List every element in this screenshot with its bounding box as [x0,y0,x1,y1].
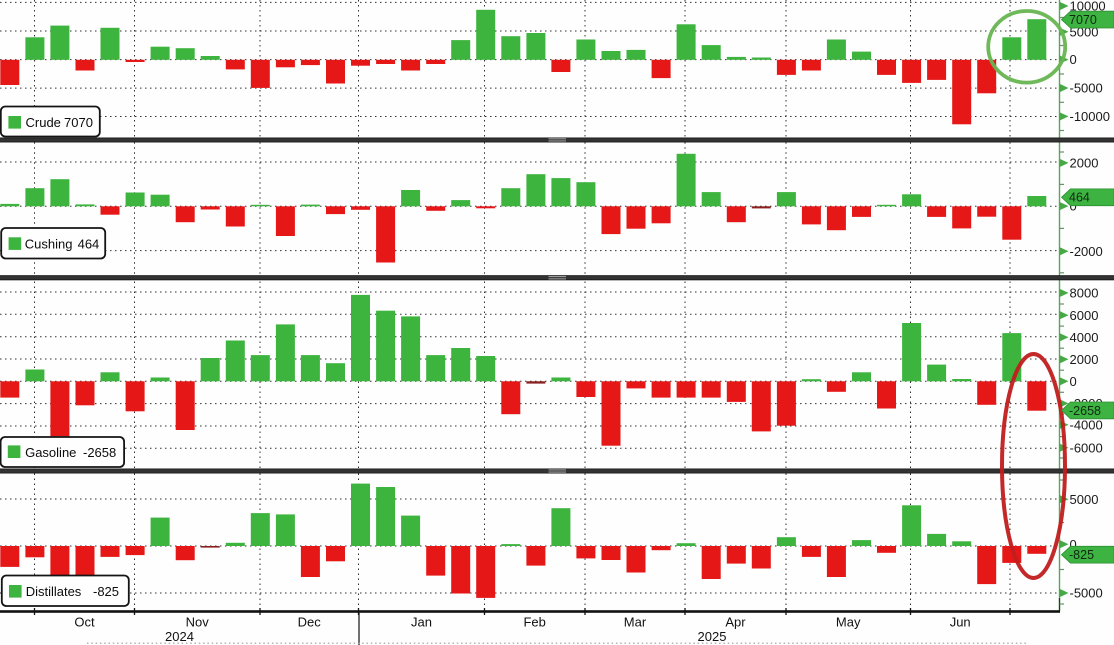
svg-text:464: 464 [78,236,100,251]
svg-text:464: 464 [1069,191,1090,205]
svg-text:10000: 10000 [1070,0,1106,14]
svg-text:0: 0 [1070,199,1077,214]
svg-text:Cushing: Cushing [25,236,73,251]
svg-text:-5000: -5000 [1070,81,1103,96]
svg-text:-6000: -6000 [1070,440,1103,455]
svg-text:-2658: -2658 [83,445,116,460]
svg-text:6000: 6000 [1070,308,1099,323]
svg-text:2000: 2000 [1070,156,1099,171]
svg-text:2024: 2024 [165,629,194,644]
svg-text:8000: 8000 [1070,286,1099,301]
svg-text:Mar: Mar [624,615,647,630]
svg-text:Jun: Jun [950,615,971,630]
svg-text:Nov: Nov [186,615,210,630]
svg-text:2000: 2000 [1070,352,1099,367]
svg-text:Apr: Apr [725,615,746,630]
svg-text:-2000: -2000 [1070,244,1103,259]
svg-text:-10000: -10000 [1070,109,1110,124]
svg-text:5000: 5000 [1070,492,1099,507]
svg-text:2025: 2025 [698,629,727,644]
svg-text:0: 0 [1070,374,1077,389]
svg-text:May: May [836,615,861,630]
svg-text:-2658: -2658 [1069,404,1101,418]
svg-text:-825: -825 [1069,548,1094,562]
svg-text:0: 0 [1070,52,1077,67]
svg-text:Dec: Dec [298,615,322,630]
svg-text:Feb: Feb [523,615,545,630]
svg-text:7070: 7070 [1069,13,1097,27]
svg-text:7070: 7070 [64,115,93,130]
svg-text:Gasoline: Gasoline [25,445,76,460]
svg-text:-4000: -4000 [1070,417,1103,432]
svg-text:-825: -825 [93,584,119,599]
svg-text:-5000: -5000 [1070,586,1103,601]
svg-text:4000: 4000 [1070,330,1099,345]
svg-text:Distillates: Distillates [26,584,82,599]
svg-text:Crude: Crude [26,115,61,130]
svg-text:Jan: Jan [411,615,432,630]
svg-text:0: 0 [1070,537,1077,552]
svg-text:Oct: Oct [74,615,95,630]
